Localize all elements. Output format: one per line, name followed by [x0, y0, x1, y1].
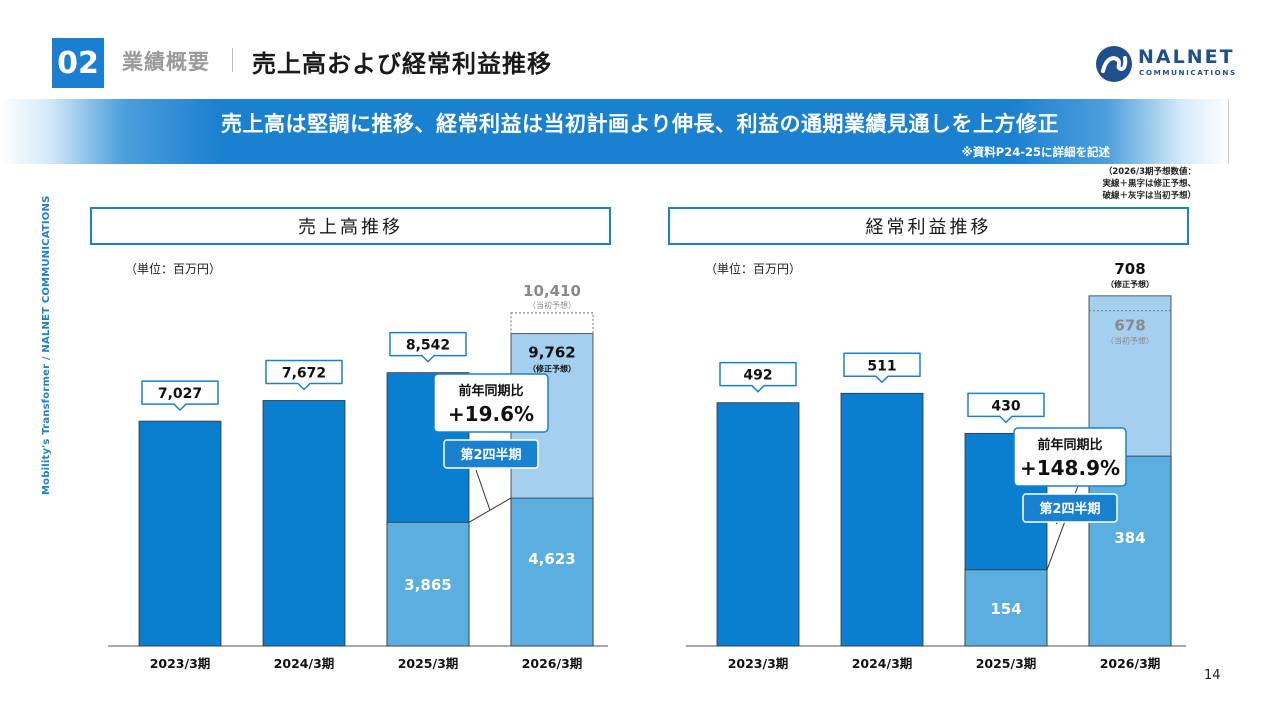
x-tick-label: 2026/3期	[522, 656, 583, 671]
q2-tag-box	[1022, 493, 1118, 523]
headline-note: ※資料P24-25に詳細を記述	[961, 145, 1110, 159]
yoy-connector-line	[468, 497, 512, 523]
page-number: 14	[1204, 668, 1221, 683]
forecast-note-line: （2026/3期予想数値：	[1103, 167, 1196, 177]
headline-banner	[0, 99, 1230, 164]
section-number-badge: 02	[52, 38, 104, 88]
x-tick-label: 2025/3期	[398, 656, 459, 671]
initial-forecast-tag: （当初予想）	[1106, 336, 1154, 346]
x-tick-label: 2023/3期	[728, 656, 789, 671]
yoy-callout-title: 前年同期比	[1037, 437, 1102, 453]
sales-bar-chart: 7,027 2023/3期 7,672 2024/3期 3,865 8,542 2025/3…	[108, 282, 608, 671]
banner-edge-rule	[1228, 99, 1229, 164]
q2-value-label: 3,865	[404, 576, 451, 594]
x-tick-label: 2025/3期	[976, 656, 1037, 671]
forecast-note-line: 実線＋黒字は修正予想、	[1102, 179, 1196, 189]
profit-unit-label: （単位：百万円）	[705, 262, 802, 276]
forecast-legend-note: （2026/3期予想数値： 実線＋黒字は修正予想、 破線＋灰字は当初予想）	[1040, 166, 1196, 202]
yoy-callout-box	[1013, 427, 1127, 487]
initial-forecast-value: 10,410	[523, 282, 581, 300]
bar-full-year	[262, 400, 346, 647]
side-brand-text: Mobility's Transformer / NALNET COMMUNIC…	[41, 195, 52, 495]
value-callout-bubble	[141, 380, 219, 411]
bar-q2-segment	[1088, 455, 1172, 647]
value-callout-bubble	[967, 392, 1045, 424]
bar-q2-segment	[386, 521, 470, 647]
bar-q2-segment	[510, 497, 594, 647]
value-label: 7,027	[158, 386, 202, 402]
value-label: 430	[991, 398, 1020, 414]
yoy-callout-value: +19.6%	[448, 402, 534, 426]
section-name: 業績概要	[122, 50, 210, 74]
bar-initial-forecast-outline	[510, 312, 594, 335]
value-label: 492	[743, 368, 772, 384]
company-logo: NALNET COMMUNICATIONS	[1094, 44, 1244, 84]
value-callout-bubble	[843, 352, 921, 384]
header-divider	[232, 48, 233, 72]
q2-tag-label: 第2四半期	[460, 447, 521, 463]
x-tick-label: 2024/3期	[852, 656, 913, 671]
bar-full-year	[716, 402, 800, 647]
logo-name: NALNET	[1138, 46, 1235, 68]
revised-forecast-tag: （修正予想）	[528, 364, 576, 374]
sales-unit-label: （単位：百万円）	[125, 262, 222, 276]
x-tick-label: 2023/3期	[150, 656, 211, 671]
revised-forecast-value: 708	[1114, 260, 1145, 278]
yoy-callout-value: +148.9%	[1020, 456, 1120, 480]
value-callout-bubble	[719, 361, 797, 393]
value-label: 511	[867, 358, 896, 374]
x-tick-label: 2026/3期	[1100, 656, 1161, 671]
q2-tag-label: 第2四半期	[1039, 501, 1100, 517]
sales-chart-title: 売上高推移	[90, 207, 611, 245]
value-callout-bubble	[389, 331, 467, 363]
q2-value-label: 384	[1114, 529, 1145, 547]
revised-forecast-value: 9,762	[528, 344, 575, 362]
initial-forecast-tag: （当初予想）	[528, 300, 576, 310]
q2-tag-box	[443, 439, 539, 469]
initial-forecast-value: 678	[1114, 317, 1145, 335]
yoy-callout-box	[433, 373, 549, 433]
x-tick-label: 2024/3期	[274, 656, 335, 671]
value-label: 7,672	[282, 365, 326, 381]
bar-q2-segment	[964, 569, 1048, 647]
page-title: 売上高および経常利益推移	[252, 50, 552, 78]
value-label: 8,542	[406, 338, 450, 354]
logo-subtitle: COMMUNICATIONS	[1139, 68, 1237, 77]
callout-pointer-line	[475, 469, 491, 511]
q2-value-label: 154	[990, 600, 1021, 618]
headline-text: 売上高は堅調に推移、経常利益は当初計画より伸長、利益の通期業績見通しを上方修正	[220, 112, 1060, 136]
revised-forecast-tag: （修正予想）	[1106, 279, 1154, 289]
profit-bar-chart: 4922023/3期5112024/3期1544302025/3期384678（…	[686, 260, 1186, 671]
profit-chart-title: 経常利益推移	[668, 207, 1189, 245]
bar-full-year	[138, 420, 222, 647]
forecast-note-line: 破線＋灰字は当初予想）	[1102, 191, 1196, 201]
bar-full-year	[840, 392, 924, 647]
value-callout-bubble	[265, 359, 343, 391]
yoy-callout-title: 前年同期比	[458, 383, 523, 399]
q2-value-label: 4,623	[528, 550, 575, 568]
logo-mark-icon	[1096, 46, 1132, 82]
